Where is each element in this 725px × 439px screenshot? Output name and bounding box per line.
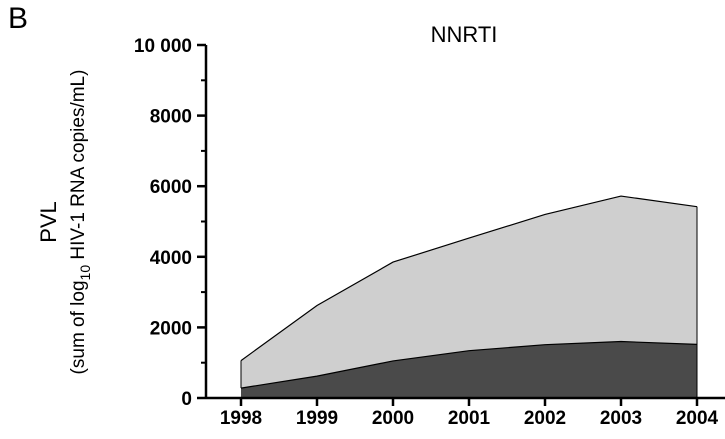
x-tick-label: 1998	[220, 408, 262, 429]
series-upper-line	[240, 195, 698, 362]
panel-label: B	[8, 2, 29, 35]
area-series-upper	[241, 196, 697, 389]
area-series-lower	[241, 341, 697, 398]
x-tick-label: 2000	[372, 408, 414, 429]
y-tick-label: 0	[181, 389, 192, 410]
y-tick-label: 6000	[150, 177, 192, 198]
y-axis-sublabel: (sum of log10 HIV-1 RNA copies/mL)	[68, 70, 93, 375]
y-tick-label: 4000	[150, 248, 192, 269]
y-axis-label: PVL	[36, 201, 61, 243]
x-tick-label: 2003	[600, 408, 642, 429]
y-tick-label: 2000	[150, 318, 192, 339]
series-lower-line	[240, 340, 698, 389]
y-axis-title: PVL (sum of log10 HIV-1 RNA copies/mL)	[36, 70, 93, 375]
x-tick-label: 2004	[676, 408, 719, 429]
chart-title: NNRTI	[430, 22, 498, 47]
x-tick-label: 1999	[296, 408, 338, 429]
y-tick-label: 8000	[150, 107, 192, 128]
y-tick-label: 10 000	[134, 36, 192, 57]
x-tick-label: 2002	[524, 408, 566, 429]
x-tick-label: 2001	[448, 408, 491, 429]
